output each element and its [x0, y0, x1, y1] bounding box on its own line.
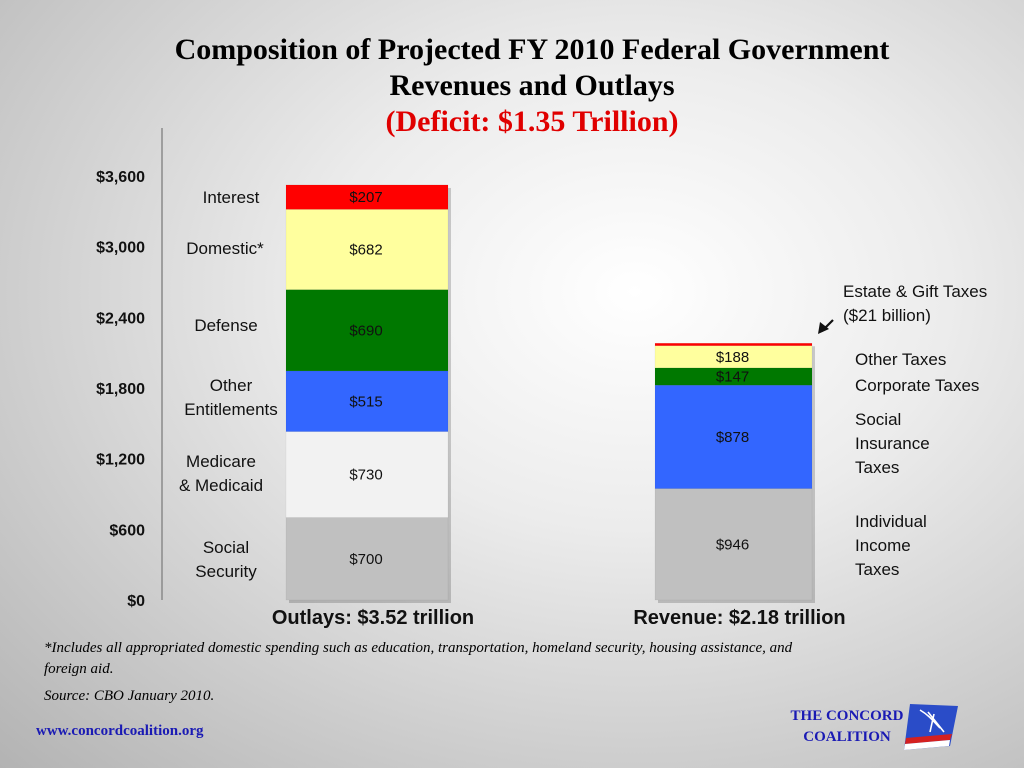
y-tick-label: $1,200	[96, 452, 145, 469]
outlay-category-label: & Medicaid	[179, 476, 263, 495]
chart-subtitle: (Deficit: $1.35 Trillion)	[385, 105, 679, 138]
y-tick-label: $0	[127, 593, 145, 610]
bar-category-label: Revenue: $2.18 trillion	[633, 607, 845, 629]
revenue-category-label: Taxes	[855, 560, 899, 579]
y-tick-label: $2,400	[96, 310, 145, 327]
outlay-category-label: Interest	[203, 188, 260, 207]
bar-segment	[285, 370, 449, 432]
stacked-bar-chart: $0 $600 $1,200 $1,800 $2,400 $3,000 $3,600 $700…	[96, 128, 987, 629]
revenue-category-label: Taxes	[855, 458, 899, 477]
bar-segment	[285, 184, 449, 210]
bar-segment	[285, 289, 449, 372]
outlay-category-label: Security	[195, 562, 257, 581]
logo-line-1: THE CONCORD	[790, 708, 904, 724]
bar-segment	[654, 342, 813, 346]
outlay-category-label: Other	[210, 376, 253, 395]
segment-value-label: $207	[349, 189, 382, 206]
source-note: Source: CBO January 2010.	[44, 688, 215, 704]
footnote: *Includes all appropriated domestic spen…	[44, 640, 793, 677]
segment-value-label: $188	[716, 349, 749, 366]
segment-value-label: $147	[716, 369, 749, 386]
logo-line-2: COALITION	[803, 729, 891, 745]
title-line-2: Revenues and Outlays	[389, 69, 675, 102]
revenue-category-label: ($21 billion)	[843, 306, 931, 325]
segment-value-label: $690	[349, 322, 382, 339]
y-tick-label: $600	[109, 522, 145, 539]
segment-value-label: $682	[349, 241, 382, 258]
outlay-category-label: Entitlements	[184, 400, 278, 419]
estate-gift-arrowhead	[818, 322, 829, 334]
revenue-category-label: Estate & Gift Taxes	[843, 282, 987, 301]
bar-category-label: Outlays: $3.52 trillion	[272, 607, 474, 629]
outlay-category-label: Defense	[194, 316, 257, 335]
revenue-category-label: Other Taxes	[855, 350, 946, 369]
segment-value-label: $515	[349, 393, 382, 410]
bar-segment	[654, 384, 813, 489]
outlay-category-label: Medicare	[186, 452, 256, 471]
bar-segment	[285, 431, 449, 518]
bar-segment	[285, 517, 449, 601]
segment-value-label: $700	[349, 551, 382, 568]
revenue-category-label: Social	[855, 410, 901, 429]
y-tick-label: $3,000	[96, 240, 145, 257]
logo-text: THE CONCORD COALITION	[772, 706, 922, 748]
segment-value-label: $878	[716, 429, 749, 446]
y-tick-label: $3,600	[96, 169, 145, 186]
segment-value-label: $730	[349, 467, 382, 484]
revenue-category-label: Corporate Taxes	[855, 376, 979, 395]
bar-segment	[285, 209, 449, 290]
outlay-category-label: Social	[203, 538, 249, 557]
revenue-category-label: Insurance	[855, 434, 930, 453]
revenue-category-label: Individual	[855, 512, 927, 531]
concord-coalition-logo: THE CONCORD COALITION	[772, 702, 972, 754]
y-tick-label: $1,800	[96, 381, 145, 398]
chart-title: Composition of Projected FY 2010 Federal…	[10, 32, 1024, 140]
title-line-1: Composition of Projected FY 2010 Federal…	[174, 33, 890, 66]
bar-segment	[654, 488, 813, 601]
us-map-flag-icon	[904, 704, 958, 750]
revenue-category-label: Income	[855, 536, 911, 555]
outlay-category-label: Domestic*	[186, 239, 264, 258]
website-link[interactable]: www.concordcoalition.org	[36, 723, 204, 739]
segment-value-label: $946	[716, 536, 749, 553]
